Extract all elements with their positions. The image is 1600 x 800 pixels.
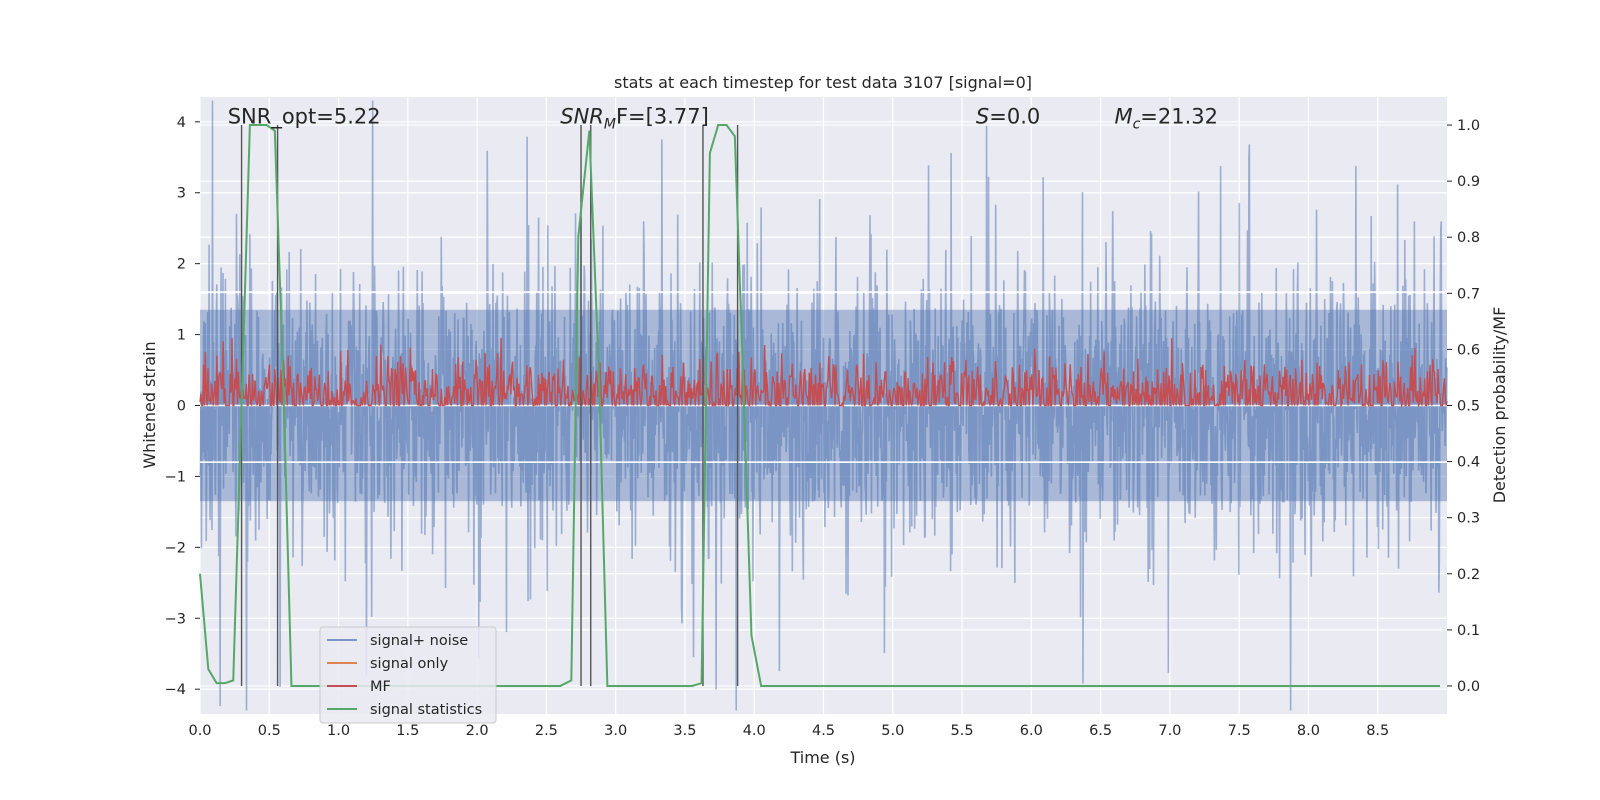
x-tick-label: 4.0 — [743, 723, 766, 739]
x-tick-label: 3.5 — [673, 723, 696, 739]
y2-axis-ticks: 1.0 0.9 0.8 0.7 0.6 0.5 0.4 0.3 0.2 0.1 0.0 — [1447, 118, 1480, 695]
y-tick-label: 4 — [177, 115, 186, 131]
signal-statistics-line — [199, 124, 1441, 687]
y-tick-label: 3 — [177, 186, 186, 202]
x-tick-label: 0.0 — [188, 723, 211, 739]
x-tick-label: 6.5 — [1089, 723, 1112, 739]
x-tick-label: 7.5 — [1228, 723, 1251, 739]
y2-tick-label: 0.8 — [1457, 230, 1480, 246]
annotation-text: Mc=21.32 — [1114, 105, 1218, 133]
y-tick-label: 2 — [177, 257, 186, 273]
y-tick-label: 1 — [177, 328, 186, 344]
y-tick-label: −4 — [165, 682, 186, 698]
chart-title: stats at each timestep for test data 310… — [614, 73, 1032, 92]
y-tick-label: 0 — [177, 399, 186, 415]
x-axis-ticks: 0.0 0.5 1.0 1.5 2.0 2.5 3.0 3.5 4.0 4.5 5.0 5.5 6.0 6… — [188, 723, 1389, 739]
y2-tick-label: 0.9 — [1457, 174, 1480, 190]
annotation-text: S=0.0 — [976, 105, 1040, 129]
legend-label: signal+ noise — [370, 633, 468, 649]
x-tick-label: 8.5 — [1366, 723, 1389, 739]
y2-tick-label: 0.1 — [1457, 623, 1480, 639]
legend-label: MF — [370, 679, 391, 695]
x-tick-label: 0.5 — [258, 723, 281, 739]
x-tick-label: 1.5 — [396, 723, 419, 739]
y2-tick-label: 0.6 — [1457, 342, 1480, 358]
y-axis-label: Whitened strain — [140, 341, 159, 468]
x-axis-label: Time (s) — [789, 748, 855, 767]
series-mf — [199, 338, 1448, 409]
y-axis-ticks: 4 3 2 1 0 −1 −2 −3 −4 — [165, 115, 200, 698]
y-tick-label: −3 — [165, 611, 186, 627]
x-tick-label: 5.0 — [881, 723, 904, 739]
legend-box — [319, 626, 497, 724]
series-signal-statistics — [199, 124, 1441, 687]
annotation-text: SNRMF=[3.77] — [560, 105, 709, 133]
noise-trace — [199, 100, 1448, 711]
y2-tick-label: 0.5 — [1457, 399, 1480, 415]
x-tick-label: 1.0 — [327, 723, 350, 739]
y2-axis-label: Detection probability/MF — [1490, 307, 1509, 504]
y2-tick-label: 0.7 — [1457, 286, 1480, 302]
x-tick-label: 2.5 — [535, 723, 558, 739]
x-tick-label: 4.5 — [812, 723, 835, 739]
legend: signal+ noise signal only MF signal statist… — [319, 626, 497, 724]
legend-label: signal statistics — [370, 702, 482, 718]
legend-label: signal only — [370, 656, 449, 672]
x-tick-label: 2.0 — [466, 723, 489, 739]
y2-tick-label: 0.0 — [1457, 679, 1480, 695]
y-tick-label: −1 — [165, 469, 186, 485]
mf-trace — [199, 338, 1448, 409]
x-tick-label: 8.0 — [1297, 723, 1320, 739]
x-tick-label: 3.0 — [604, 723, 627, 739]
x-tick-label: 6.0 — [1020, 723, 1043, 739]
x-tick-label: 7.0 — [1158, 723, 1181, 739]
annotations: SNR_opt=5.22 SNRMF=[3.77] S=0.0 Mc=21.32 — [228, 105, 1218, 133]
y2-tick-label: 0.3 — [1457, 511, 1480, 527]
x-tick-label: 5.5 — [951, 723, 974, 739]
y-tick-label: −2 — [165, 540, 186, 556]
annotation-text: SNR_opt=5.22 — [228, 105, 381, 130]
y2-tick-label: 0.2 — [1457, 567, 1480, 583]
y2-tick-label: 0.4 — [1457, 455, 1480, 471]
y2-tick-label: 1.0 — [1457, 118, 1480, 134]
